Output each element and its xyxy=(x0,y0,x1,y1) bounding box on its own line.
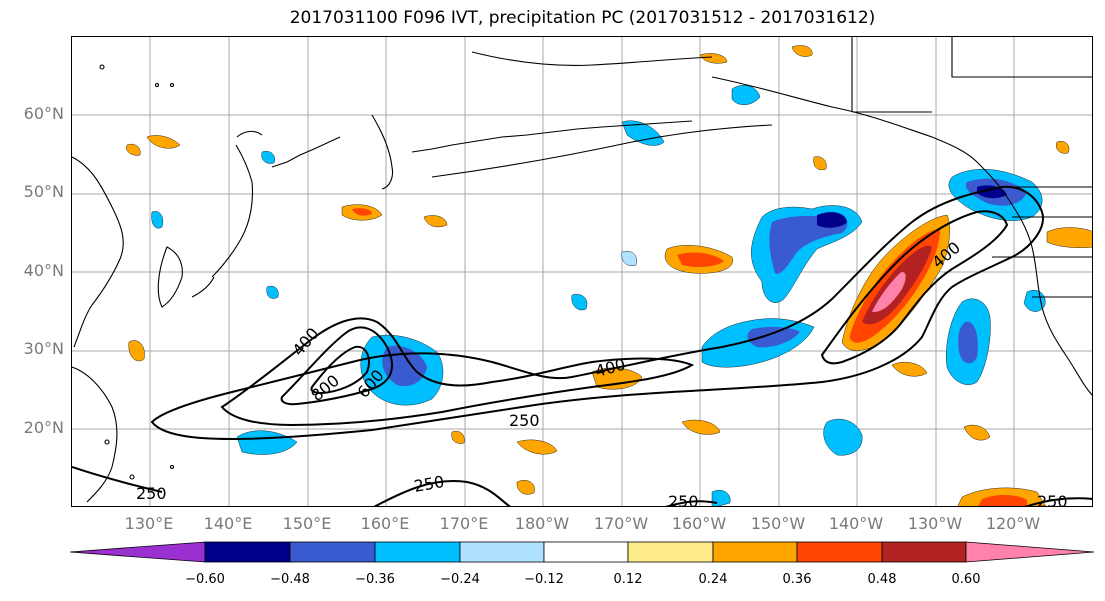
colorbar-tick: 0.12 xyxy=(613,572,643,587)
colorbar-tick: 0.60 xyxy=(951,572,981,587)
lat-label-20n: 20°N xyxy=(23,418,64,437)
ivt-contours xyxy=(72,185,1092,506)
lon-label-150e: 150°E xyxy=(282,514,332,533)
colorbar-tick: −0.24 xyxy=(440,572,480,587)
contour-label: 250 xyxy=(1037,492,1068,507)
colorbar-segment xyxy=(289,541,376,563)
colorbar-tick: −0.60 xyxy=(185,572,225,587)
colorbar-segment xyxy=(70,541,206,563)
contour-label: 250 xyxy=(668,492,699,507)
lon-label-140w: 140°W xyxy=(828,514,884,533)
map-title: 2017031100 F096 IVT, precipitation PC (2… xyxy=(289,8,876,28)
colorbar-tick: 0.24 xyxy=(698,572,728,587)
lon-label-130w: 130°W xyxy=(907,514,963,533)
colorbar-segment xyxy=(712,541,798,563)
lon-label-130e: 130°E xyxy=(124,514,174,533)
colorbar-segment xyxy=(374,541,461,563)
lon-label-180w: 180°W xyxy=(514,514,570,533)
coastlines xyxy=(72,37,1092,503)
colorbar-tick: 0.36 xyxy=(782,572,812,587)
lon-label-140e: 140°E xyxy=(203,514,253,533)
contour-label: 800 xyxy=(307,371,343,405)
lon-label-170w: 170°W xyxy=(593,514,649,533)
colorbar-tick: −0.48 xyxy=(270,572,310,587)
colorbar-segment xyxy=(796,541,883,563)
colorbar-segment xyxy=(204,541,291,563)
contour-label: 250 xyxy=(412,472,445,496)
colorbar-tick: 0.48 xyxy=(867,572,897,587)
map-canvas: 400 800 600 400 400 250 250 250 250 250 xyxy=(72,37,1092,507)
lon-label-170e: 170°E xyxy=(439,514,489,533)
colorbar-segment xyxy=(459,541,545,563)
colorbar-tick: −0.12 xyxy=(524,572,564,587)
contour-label: 250 xyxy=(136,484,167,503)
positive-precip-anomaly xyxy=(126,45,1092,506)
lat-label-50n: 50°N xyxy=(23,182,64,201)
lon-label-120w: 120°W xyxy=(985,514,1041,533)
colorbar-segment xyxy=(543,541,629,563)
lat-label-40n: 40°N xyxy=(23,261,64,280)
lon-label-160e: 160°E xyxy=(360,514,410,533)
lat-label-30n: 30°N xyxy=(23,339,64,358)
colorbar-segment xyxy=(627,541,714,563)
contour-label: 250 xyxy=(509,411,540,430)
colorbar xyxy=(70,541,1095,563)
negative-precip-anomaly xyxy=(151,85,1046,506)
lon-label-150w: 150°W xyxy=(750,514,806,533)
lat-label-60n: 60°N xyxy=(23,104,64,123)
lon-label-160w: 160°W xyxy=(671,514,727,533)
colorbar-segment xyxy=(965,541,1095,563)
colorbar-tick: −0.36 xyxy=(355,572,395,587)
map-panel: 400 800 600 400 400 250 250 250 250 250 xyxy=(71,36,1093,507)
colorbar-segment xyxy=(881,541,967,563)
